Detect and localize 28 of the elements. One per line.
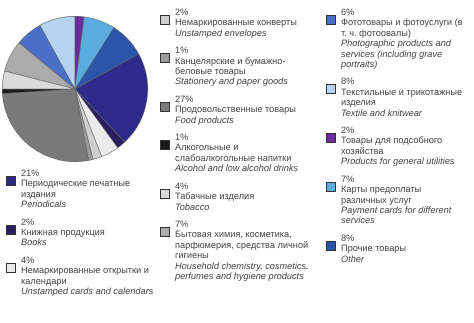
- data-label: 8%: [341, 232, 356, 244]
- legend-label: Немаркированные конверты Unstamped envelopes: [175, 17, 297, 38]
- legend-label: Периодические печатные издания Periodicals: [21, 178, 130, 210]
- legend-label: Табачные изделия Tobacco: [175, 191, 254, 212]
- data-label: 8%: [341, 76, 356, 87]
- legend-label: Карты предоплаты различных услуг Payment cards for different services: [341, 184, 452, 226]
- data-label: 2%: [341, 125, 356, 136]
- data-label: 7%: [341, 174, 356, 184]
- data-label: 2%: [21, 216, 36, 228]
- legend-label: Продовольственные товары Food products: [175, 104, 296, 125]
- data-label: 21%: [21, 168, 40, 178]
- legend-label: Текстильные и трикотажные изделия Textile and knitwear: [341, 86, 462, 118]
- legend-label: Немаркированные открытки и календари Unstamped cards and calendars: [21, 265, 154, 296]
- legend-label: Книжная продукция Books: [21, 227, 105, 248]
- data-label: 1%: [175, 45, 190, 56]
- data-label: 2%: [175, 7, 190, 18]
- legend-label: Прочие товары Other: [341, 243, 406, 264]
- legend-label: Алкогольные и слабоалкогольные напитки Alcohol and low alcohol drinks: [175, 142, 298, 174]
- data-label: 7%: [175, 218, 190, 230]
- data-label: 6%: [341, 7, 356, 18]
- legend-label: Товары для подсобного хозяйства Products for general utilities: [341, 135, 454, 166]
- data-label: 1%: [175, 132, 190, 142]
- legend-label: Бытовая химия, косметика, парфюмерия, средства личной гигиены Household chemistry, cosmetics, perfumes and hygiene products: [175, 229, 309, 281]
- legend-label: Фототовары и фотоуслуги (в т. ч. фотоовалы) Photographic products and services (including grave portraits): [341, 17, 463, 70]
- data-label: 4%: [21, 254, 36, 266]
- data-label: 4%: [175, 180, 190, 192]
- legend-label: Канцелярские и бумажно-беловые товары Stationery and paper goods: [175, 56, 288, 86]
- data-label: 27%: [175, 94, 194, 104]
